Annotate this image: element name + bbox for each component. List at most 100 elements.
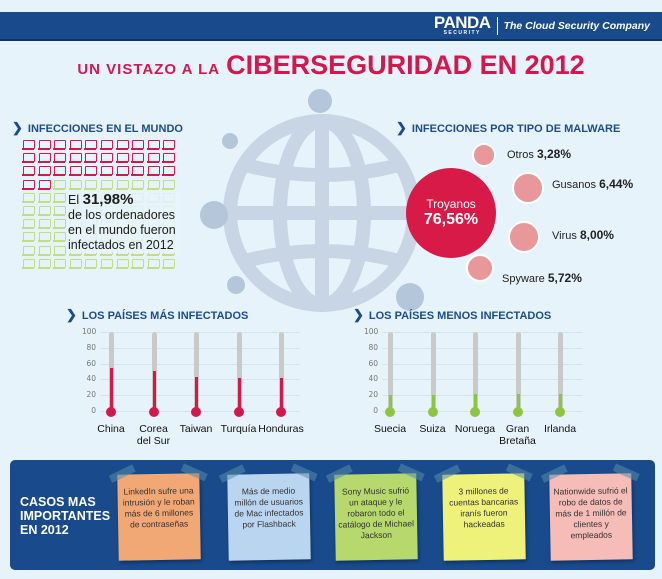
page-title: UN VISTAZO A LA CIBERSEGURIDAD EN 2012 [0,50,662,81]
clean-computer-icon [53,258,67,269]
gridline [100,395,300,397]
thermometer-fill [474,394,477,411]
y-tick-label: 0 [91,406,96,415]
thermometer-tube [558,332,563,411]
thermometer-tube [109,332,114,411]
gridline [382,363,582,365]
infected-computer-icon [99,166,113,177]
clean-computer-icon [146,258,160,269]
infected-computer-icon [99,153,113,164]
title-main: CIBERSEGURIDAD EN 2012 [226,50,585,80]
clean-computer-icon [22,245,35,256]
category-label: Turquía [220,423,257,435]
y-tick-label: 100 [82,327,97,336]
thermometer-fill [237,377,241,411]
label-spyware: Spyware 5,72% [502,271,582,285]
clean-computer-icon [53,205,67,216]
chevron-right-icon: ❯ [353,307,364,322]
chevron-right-icon: ❯ [12,120,23,135]
thermometer-tube [279,332,284,411]
case-note: LinkedIn sufre una intrusión y le roban … [108,463,208,561]
malware-value: 5,72% [547,271,582,285]
clean-computer-icon [37,219,51,230]
infected-computer-icon [53,166,67,177]
clean-computer-icon [22,258,35,269]
thermometer-bulb [427,407,438,417]
gridline [100,379,300,381]
category-label: Honduras [258,423,304,435]
malware-name: Virus [552,230,577,242]
clean-computer-icon [37,258,51,269]
case-text: 3 millones de cuentas bancarias iranís f… [449,485,519,530]
y-tick-label: 20 [368,390,378,400]
clean-computer-icon [22,232,35,243]
infected-computer-icon [115,140,129,150]
infected-computer-icon [37,166,51,177]
infected-computer-icon [68,153,82,164]
cases-title: CASOS MAS IMPORTANTES EN 2012 [20,495,111,537]
clean-computer-icon [162,179,176,190]
tagline: The Cloud Security Company [503,20,650,32]
gridline [100,363,300,365]
clean-computer-icon [53,232,67,243]
infected-computer-icon [37,140,51,150]
thermometer-tube [236,332,242,411]
category-label: Taiwan [179,423,213,435]
chevron-right-icon: ❯ [66,307,77,322]
world-heading: ❯ INFECCIONES EN EL MUNDO [12,120,183,136]
case-text: Más de medio millón de usuarios de Mac i… [234,485,304,530]
thermometer-tube [151,332,157,411]
thermometer-bulb [276,407,286,417]
infected-computer-icon [115,153,129,164]
case-text: Nationwide sufrió el robo de datos de má… [553,485,628,541]
y-tick-label: 60 [86,358,96,368]
infected-computer-icon [53,140,67,150]
chart-title: LOS PAÍSES MENOS INFECTADOS [368,310,552,322]
y-tick-label: 80 [368,342,378,352]
thermometer-fill [516,394,520,411]
gridline [100,332,300,333]
bubble-otros [472,143,496,167]
thermometer-fill [195,377,198,411]
thermometer-fill [389,395,392,411]
panda-logo: PANDA SECURITY The Cloud Security Company [433,13,650,36]
case-text: LinkedIn sufre una intrusión y le roban … [122,485,195,530]
category-label: Irlanda [543,423,577,435]
clean-computer-icon [37,232,51,243]
gridline [382,411,582,412]
world-heading-text: INFECCIONES EN EL MUNDO [27,123,183,135]
case-note: Sony Music sufrió un ataque y le robaron… [325,463,425,561]
infected-computer-icon [146,153,160,164]
infection-stat: El 31,98% de los ordenadores en el mundo … [66,192,180,253]
bubble-spyware [466,254,494,282]
infected-computer-icon [84,166,98,177]
thermometer-fill [152,370,156,411]
infected-computer-icon [99,140,113,150]
thermometer-tube [388,332,393,411]
clean-computer-icon [37,245,51,256]
thermometer-tube [515,332,521,411]
most-infected-heading: ❯ LOS PAÍSES MÁS INFECTADOS [66,307,248,323]
infected-computer-icon [53,153,67,164]
brand-name: PANDA [433,13,491,32]
y-tick-label: 40 [86,374,96,384]
least-infected-heading: ❯ LOS PAÍSES MENOS INFECTADOS [353,307,551,323]
clean-computer-icon [146,179,160,190]
clean-computer-icon [53,219,67,230]
y-tick-label: 20 [86,390,96,400]
label-otros: Otros 3,28% [507,147,571,161]
malware-heading: ❯ INFECCIONES POR TIPO DE MALWARE [396,120,620,136]
brand-sub: SECURITY [443,30,481,36]
thermometer-bulb [191,407,201,417]
infected-computer-icon [22,153,35,164]
thermometer-fill [110,368,113,411]
y-tick-label: 0 [373,406,378,415]
infected-computer-icon [162,140,176,150]
thermometer-bulb [233,407,244,417]
category-label: Corea del Sur [136,423,171,447]
bubble-virus [508,221,540,253]
case-note: 3 millones de cuentas bancarias iranís f… [433,463,533,561]
thermometer-bulb [148,407,159,417]
clean-computer-icon [22,205,35,216]
y-tick-label: 80 [86,342,96,352]
